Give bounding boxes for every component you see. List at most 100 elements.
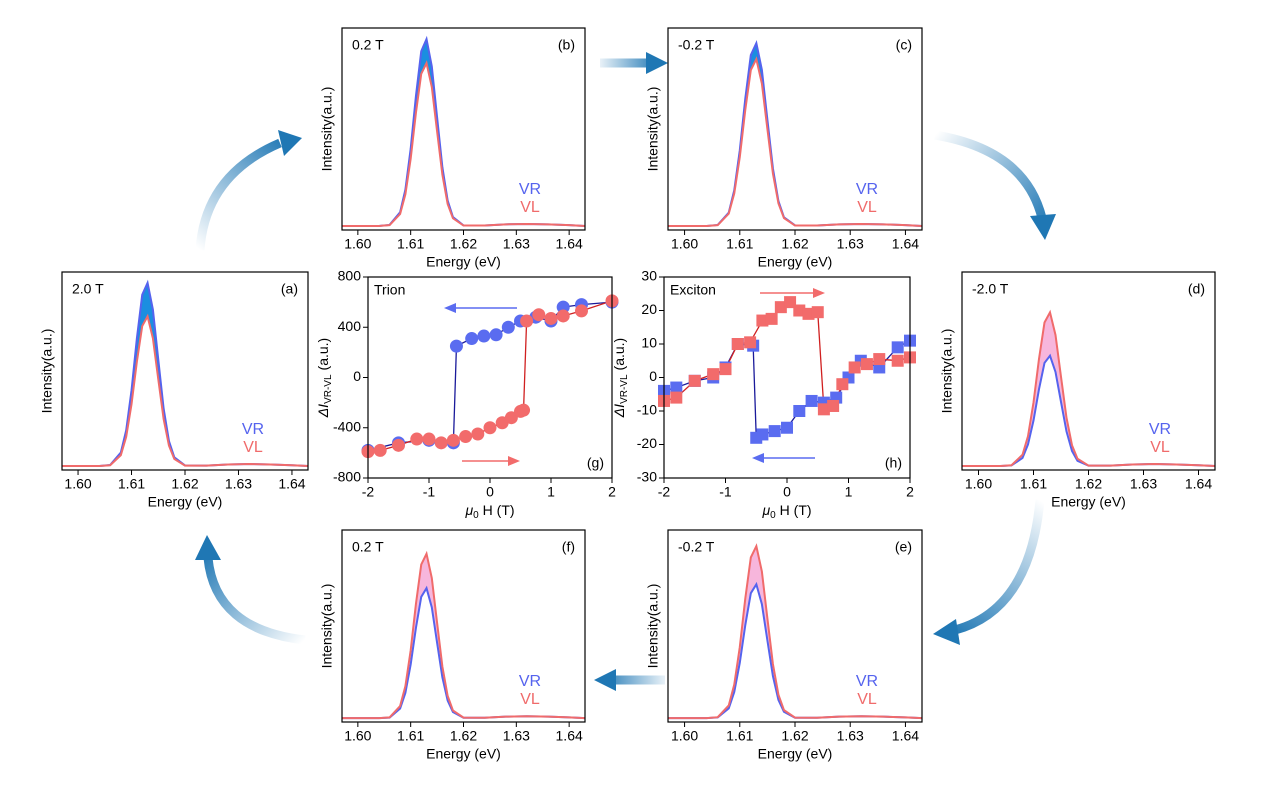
legend-entry: VR bbox=[519, 181, 541, 198]
legend-entry: VL bbox=[1150, 439, 1170, 456]
spectrum-line bbox=[668, 581, 922, 720]
plot-frame bbox=[341, 529, 586, 723]
panel-label: (g) bbox=[587, 455, 604, 471]
connecting-line bbox=[664, 301, 910, 411]
x-tick-label: 1.61 bbox=[397, 728, 424, 744]
point bbox=[891, 354, 904, 367]
x-tick-label: 1.61 bbox=[118, 476, 145, 492]
point bbox=[756, 314, 769, 327]
arrow bbox=[934, 130, 1047, 220]
point bbox=[873, 353, 886, 366]
field-label: -0.2 T bbox=[678, 37, 715, 53]
label-part: ΔI bbox=[315, 404, 331, 418]
spectrum-line bbox=[62, 279, 308, 468]
point bbox=[556, 309, 570, 323]
arrowhead bbox=[278, 130, 302, 156]
spectrum-line bbox=[962, 309, 1215, 468]
plot-frame bbox=[341, 27, 586, 231]
y-axis-label: Intensity(a.u.) bbox=[39, 329, 55, 414]
legend-entry: VR bbox=[856, 673, 878, 690]
legend-entry: VL bbox=[857, 199, 877, 216]
label-part: μ bbox=[464, 502, 473, 518]
legend-entry: VR bbox=[519, 673, 541, 690]
y-tick-label: -10 bbox=[637, 402, 657, 418]
label-part: (a.u.) bbox=[315, 338, 331, 371]
legend-entry: VR bbox=[242, 421, 264, 438]
spectrum-line bbox=[668, 39, 922, 227]
y-axis-label: Intensity(a.u.) bbox=[319, 87, 335, 172]
point bbox=[477, 329, 491, 343]
point bbox=[446, 433, 460, 447]
x-tick-label: 1.61 bbox=[1020, 476, 1047, 492]
arrowhead bbox=[933, 619, 960, 645]
x-tick-label: 1.62 bbox=[1075, 476, 1102, 492]
x-tick-label: -1 bbox=[423, 484, 436, 500]
y-axis-label: Intensity(a.u.) bbox=[645, 87, 661, 172]
x-tick-label: 1.60 bbox=[344, 728, 371, 744]
difference-fill bbox=[62, 282, 308, 467]
arrowhead bbox=[752, 453, 764, 463]
panel-label: (h) bbox=[885, 455, 902, 471]
field-label: 0.2 T bbox=[352, 37, 384, 53]
plot-frame bbox=[663, 276, 911, 479]
spectrum-line bbox=[342, 550, 585, 720]
point bbox=[765, 312, 778, 325]
point bbox=[848, 361, 861, 374]
y-tick-label: 0 bbox=[649, 368, 657, 384]
point bbox=[422, 432, 436, 446]
panel-label: (a) bbox=[281, 281, 298, 297]
point bbox=[836, 378, 849, 391]
point bbox=[811, 306, 824, 319]
x-tick-label: 1.64 bbox=[556, 728, 583, 744]
x-axis-label: Energy (eV) bbox=[426, 254, 501, 270]
x-tick-label: 1.63 bbox=[1130, 476, 1157, 492]
spectrum-line bbox=[962, 353, 1215, 468]
spectrum-line bbox=[668, 56, 922, 227]
field-label: -0.2 T bbox=[678, 539, 715, 555]
plot-area bbox=[62, 279, 308, 468]
label-part: 0 bbox=[770, 510, 776, 521]
arrowhead bbox=[646, 52, 668, 74]
x-tick-label: 1.62 bbox=[450, 728, 477, 744]
x-axis-label: Energy (eV) bbox=[758, 254, 833, 270]
arrowhead bbox=[444, 303, 456, 313]
plot-area bbox=[342, 35, 585, 227]
plot-area bbox=[668, 39, 922, 227]
point bbox=[449, 339, 463, 353]
spectrum-line bbox=[342, 60, 585, 227]
x-tick-label: 1.63 bbox=[503, 728, 530, 744]
point bbox=[793, 304, 806, 317]
x-axis-label: Energy (eV) bbox=[148, 494, 223, 510]
point bbox=[501, 320, 515, 334]
x-tick-label: 1.62 bbox=[781, 728, 808, 744]
legend-entry: VL bbox=[520, 691, 540, 708]
plot-area bbox=[342, 550, 585, 720]
plot-frame bbox=[367, 276, 613, 479]
x-tick-label: 0 bbox=[486, 484, 494, 500]
legend-entry: VL bbox=[520, 199, 540, 216]
arrow bbox=[195, 138, 282, 251]
label-part: μ bbox=[761, 502, 770, 518]
panel-label: (b) bbox=[558, 37, 575, 53]
plot-frame bbox=[667, 27, 923, 231]
spectrum-line bbox=[342, 35, 585, 227]
legend-entry: VL bbox=[243, 439, 263, 456]
x-tick-label: 0 bbox=[783, 484, 791, 500]
point bbox=[744, 336, 757, 349]
point bbox=[793, 405, 806, 417]
point bbox=[750, 431, 763, 444]
plot-area bbox=[668, 543, 922, 720]
x-tick-label: -1 bbox=[719, 484, 732, 500]
difference-fill bbox=[342, 553, 585, 719]
flow-arrows bbox=[195, 52, 1056, 691]
x-axis-label: Energy (eV) bbox=[758, 746, 833, 762]
x-tick-label: 1.60 bbox=[671, 236, 698, 252]
arrow bbox=[203, 557, 306, 645]
y-tick-label: -400 bbox=[333, 418, 361, 434]
x-tick-label: 1.60 bbox=[64, 476, 91, 492]
x-tick-label: 1.63 bbox=[225, 476, 252, 492]
